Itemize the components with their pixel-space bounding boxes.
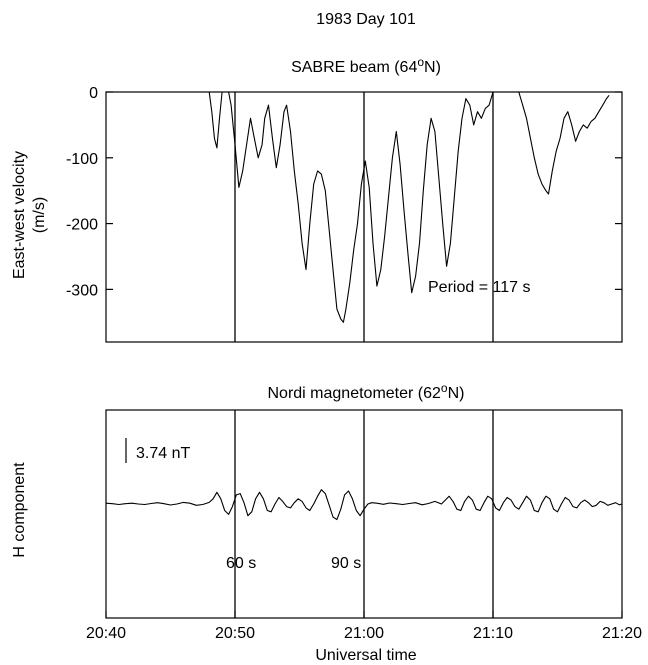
nordi-title-degree: o [441,381,448,395]
nordi-x-tick-label: 21:10 [473,625,513,642]
nordi-title-main: Nordi magnetometer (62 [268,385,442,402]
nordi-title-suffix: N) [448,385,465,402]
nordi-x-tick-label: 21:00 [344,625,384,642]
scale-bar-label: 3.74 nT [136,445,190,462]
nordi-vertical-lines [234,410,494,618]
nordi-x-tick-label: 21:20 [602,625,642,642]
annotation-60s: 60 s [226,555,256,572]
sabre-ylabel-line1: East-west velocity [11,151,28,279]
sabre-velocity-line [228,91,494,323]
sabre-velocity-line [208,91,223,149]
sabre-y-tick-label: 0 [89,85,98,102]
sabre-series [208,91,610,323]
sabre-ylabel-line2: (m/s) [31,197,48,233]
figure-title: 1983 Day 101 [316,11,416,28]
nordi-x-tick-label: 20:50 [215,625,255,642]
nordi-series [105,489,623,521]
sabre-y-tick-label: -300 [66,282,98,299]
sabre-y-tick-label: -100 [66,151,98,168]
nordi-ylabel: H component [11,462,28,558]
nordi-plot-frame [105,409,623,619]
sabre-vertical-lines [234,92,494,342]
sabre-panel: SABRE beam (64oN) East-west velocity (m/… [11,55,623,343]
annotation-90s: 90 s [331,555,361,572]
sabre-title-degree: o [417,55,424,69]
nordi-xlabel: Universal time [315,647,416,664]
sabre-period-annotation: Period = 117 s [428,279,530,296]
sabre-y-tick-label: -200 [66,217,98,234]
nordi-h-component-line [105,489,623,521]
sabre-title: SABRE beam (64oN) [291,55,441,76]
sabre-title-main: SABRE beam (64 [291,59,417,76]
sabre-title-suffix: N) [424,59,441,76]
nordi-panel: Nordi magnetometer (62oN) H component 20… [11,381,642,664]
sabre-y-axis: 0 -100 -200 -300 [66,85,622,299]
nordi-x-axis: 20:40 20:50 21:00 21:10 21:20 [86,611,642,642]
sabre-plot-frame [105,91,623,343]
nordi-x-tick-label: 20:40 [86,625,126,642]
nordi-title: Nordi magnetometer (62oN) [268,381,465,402]
sabre-velocity-line [518,91,610,195]
